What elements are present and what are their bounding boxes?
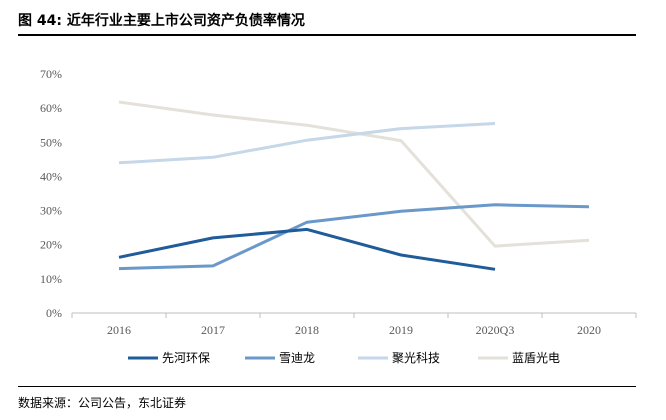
x-axis: 2016 2017 2018 2019 2020Q3 2020 xyxy=(71,312,637,337)
y-tick-label: 0% xyxy=(46,306,62,320)
series-line-4 xyxy=(118,100,590,248)
y-tick-label: 20% xyxy=(40,238,62,252)
x-tick-label: 2016 xyxy=(107,323,131,337)
x-tick-label: 2020Q3 xyxy=(476,323,515,337)
series-line-2 xyxy=(118,203,590,271)
y-tick-label: 60% xyxy=(40,101,62,115)
y-axis: 0% 10% 20% 30% 40% 50% 60% 70% xyxy=(40,67,62,320)
title-divider xyxy=(18,34,636,36)
x-tick-label: 2020 xyxy=(577,323,601,337)
data-source-note: 数据来源：公司公告，东北证券 xyxy=(18,396,187,410)
series-line-1 xyxy=(118,227,496,271)
y-tick-label: 50% xyxy=(40,135,62,149)
chart-title: 图 44: 近年行业主要上市公司资产负债率情况 xyxy=(18,13,305,29)
y-tick-label: 30% xyxy=(40,204,62,218)
legend: 先河环保 雪迪龙 聚光科技 蓝盾光电 xyxy=(128,351,560,365)
x-tick-label: 2018 xyxy=(295,323,319,337)
series-line-3 xyxy=(118,122,496,165)
source-divider xyxy=(18,386,636,387)
series-layer xyxy=(118,100,590,271)
x-tick-label: 2017 xyxy=(201,323,225,337)
y-tick-label: 70% xyxy=(40,67,62,81)
legend-label: 聚光科技 xyxy=(392,351,440,365)
legend-label: 蓝盾光电 xyxy=(512,351,560,365)
y-tick-label: 10% xyxy=(40,272,62,286)
y-tick-label: 40% xyxy=(40,169,62,183)
x-tick-label: 2019 xyxy=(389,323,413,337)
legend-label: 雪迪龙 xyxy=(279,351,315,365)
legend-label: 先河环保 xyxy=(162,351,210,365)
